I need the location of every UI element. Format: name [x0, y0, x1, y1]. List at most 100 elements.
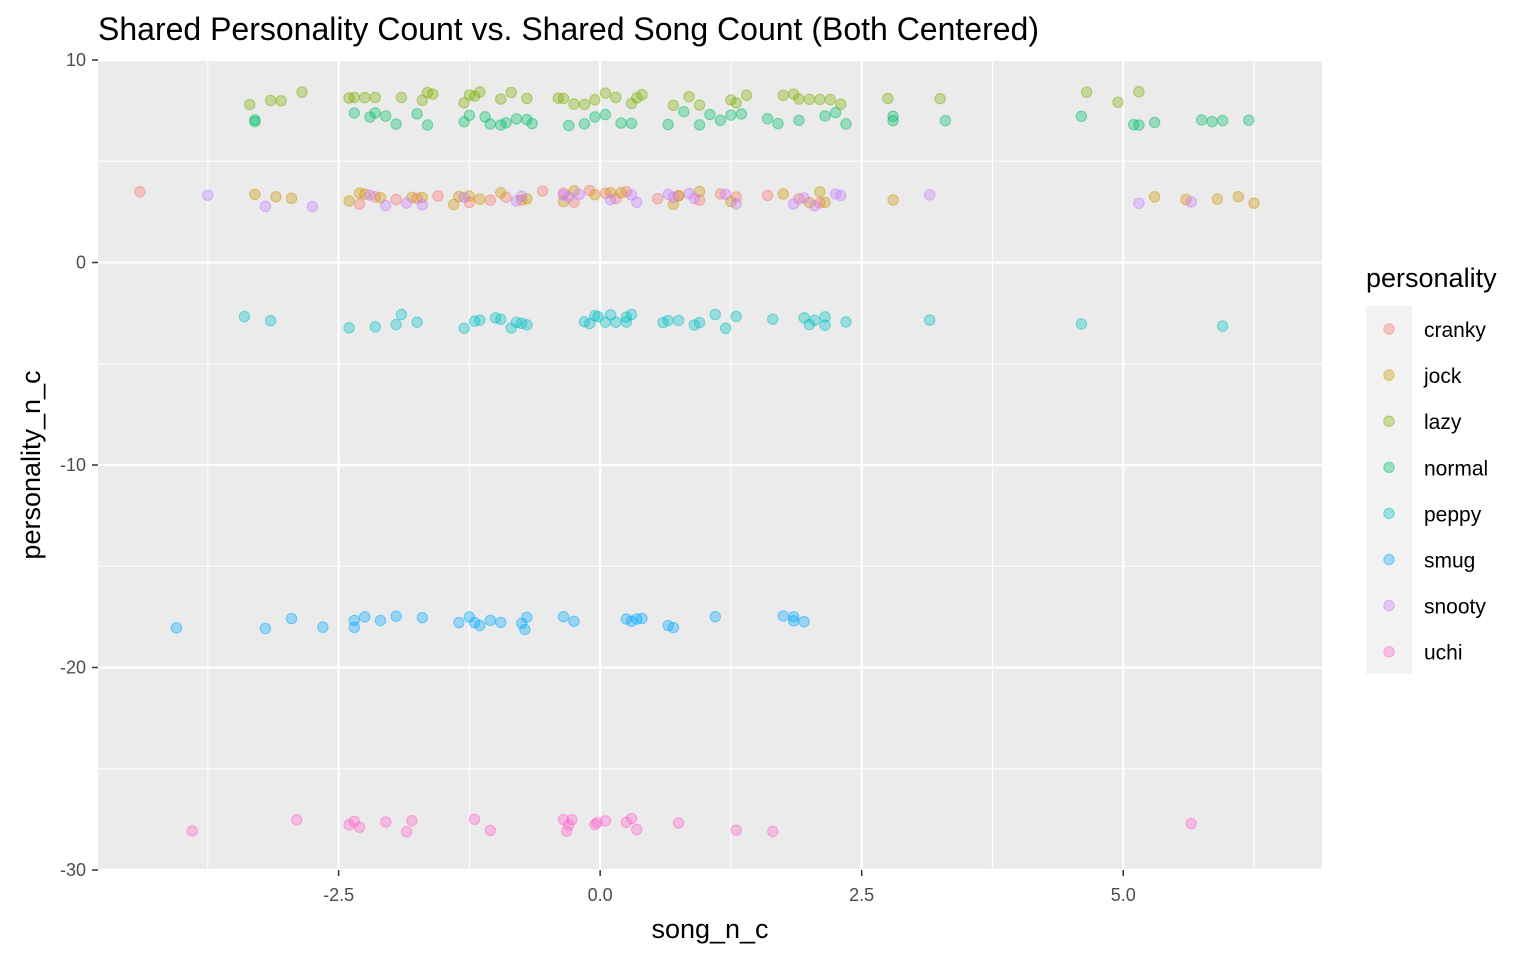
data-point — [662, 188, 674, 200]
data-point — [767, 825, 779, 838]
data-point — [463, 109, 476, 122]
data-point — [719, 188, 732, 200]
data-point — [798, 192, 810, 204]
data-point — [730, 198, 742, 210]
data-point — [343, 195, 355, 207]
data-point — [568, 98, 580, 110]
data-point — [1185, 817, 1197, 830]
data-point — [536, 185, 549, 197]
data-point — [610, 316, 622, 328]
data-point — [134, 186, 146, 198]
data-point — [1075, 318, 1088, 330]
data-point — [787, 198, 800, 210]
data-point — [777, 188, 789, 200]
data-point — [1075, 110, 1088, 123]
data-point — [348, 107, 361, 119]
data-point — [777, 610, 789, 622]
data-point — [667, 99, 680, 112]
data-point — [819, 319, 831, 331]
data-point — [730, 824, 742, 836]
legend-label: lazy — [1424, 411, 1462, 434]
y-tick-label: 10 — [66, 50, 86, 70]
data-point — [510, 113, 523, 125]
data-point — [599, 815, 612, 827]
legend-label: jock — [1423, 365, 1462, 388]
legend-label: peppy — [1424, 503, 1482, 526]
legend: personality cranky jock lazy normal peppy smu… — [1366, 263, 1497, 674]
data-point — [566, 813, 578, 826]
data-point — [672, 314, 685, 327]
data-point — [495, 313, 507, 326]
data-point — [740, 89, 753, 101]
data-point — [798, 616, 810, 628]
data-point — [395, 308, 408, 321]
data-point — [421, 119, 434, 131]
legend-key — [1383, 369, 1395, 381]
y-tick-label: -20 — [60, 658, 86, 678]
legend-key — [1383, 415, 1395, 427]
data-point — [353, 821, 366, 833]
data-point — [704, 108, 716, 121]
data-point — [719, 322, 732, 335]
data-point — [610, 91, 622, 104]
data-point — [374, 614, 387, 627]
data-point — [583, 317, 596, 330]
data-point — [359, 611, 371, 623]
data-point — [390, 118, 402, 130]
data-point — [275, 95, 287, 107]
data-point — [359, 91, 371, 104]
data-point — [285, 612, 298, 625]
data-point — [1232, 191, 1245, 203]
y-axis-title: personality_n_c — [16, 370, 46, 559]
data-point — [808, 314, 821, 326]
data-point — [526, 117, 538, 130]
data-point — [432, 190, 444, 202]
data-point — [374, 191, 387, 204]
data-point — [563, 191, 575, 203]
data-point — [348, 91, 361, 104]
data-point — [625, 812, 638, 825]
data-point — [379, 816, 392, 828]
data-point — [1080, 86, 1093, 98]
data-point — [390, 610, 402, 622]
legend-key-background — [1366, 306, 1412, 674]
legend-label: smug — [1424, 550, 1475, 573]
legend-label: normal — [1424, 457, 1488, 480]
data-point — [667, 621, 680, 634]
data-point — [238, 310, 251, 323]
data-point — [934, 92, 946, 105]
data-point — [369, 107, 381, 119]
data-point — [793, 114, 805, 127]
data-point — [249, 188, 261, 200]
data-point — [416, 199, 429, 211]
data-point — [1248, 197, 1260, 209]
data-point — [693, 99, 706, 111]
y-axis-ticks: -30 -20 -10 0 10 — [60, 50, 98, 880]
data-point — [563, 819, 575, 831]
data-point — [803, 93, 816, 106]
series-smug — [170, 610, 810, 636]
data-point — [887, 110, 899, 122]
legend-title: personality — [1366, 263, 1497, 293]
y-tick-label: 0 — [76, 253, 86, 273]
data-point — [416, 611, 429, 624]
data-point — [1112, 96, 1124, 108]
data-point — [379, 110, 392, 122]
data-point — [411, 108, 423, 120]
data-point — [259, 622, 272, 635]
legend-key — [1383, 646, 1395, 658]
data-point — [557, 611, 570, 623]
data-point — [557, 92, 570, 105]
data-point — [468, 813, 481, 825]
series-lazy — [243, 86, 1145, 112]
data-point — [814, 186, 826, 198]
data-point — [484, 194, 497, 206]
data-point — [1133, 197, 1145, 209]
data-point — [735, 108, 748, 120]
data-point — [578, 118, 591, 130]
x-tick-label: 2.5 — [849, 885, 874, 905]
series-peppy — [238, 308, 1229, 335]
data-point — [474, 86, 486, 98]
data-point — [427, 88, 439, 100]
data-point — [662, 118, 674, 131]
